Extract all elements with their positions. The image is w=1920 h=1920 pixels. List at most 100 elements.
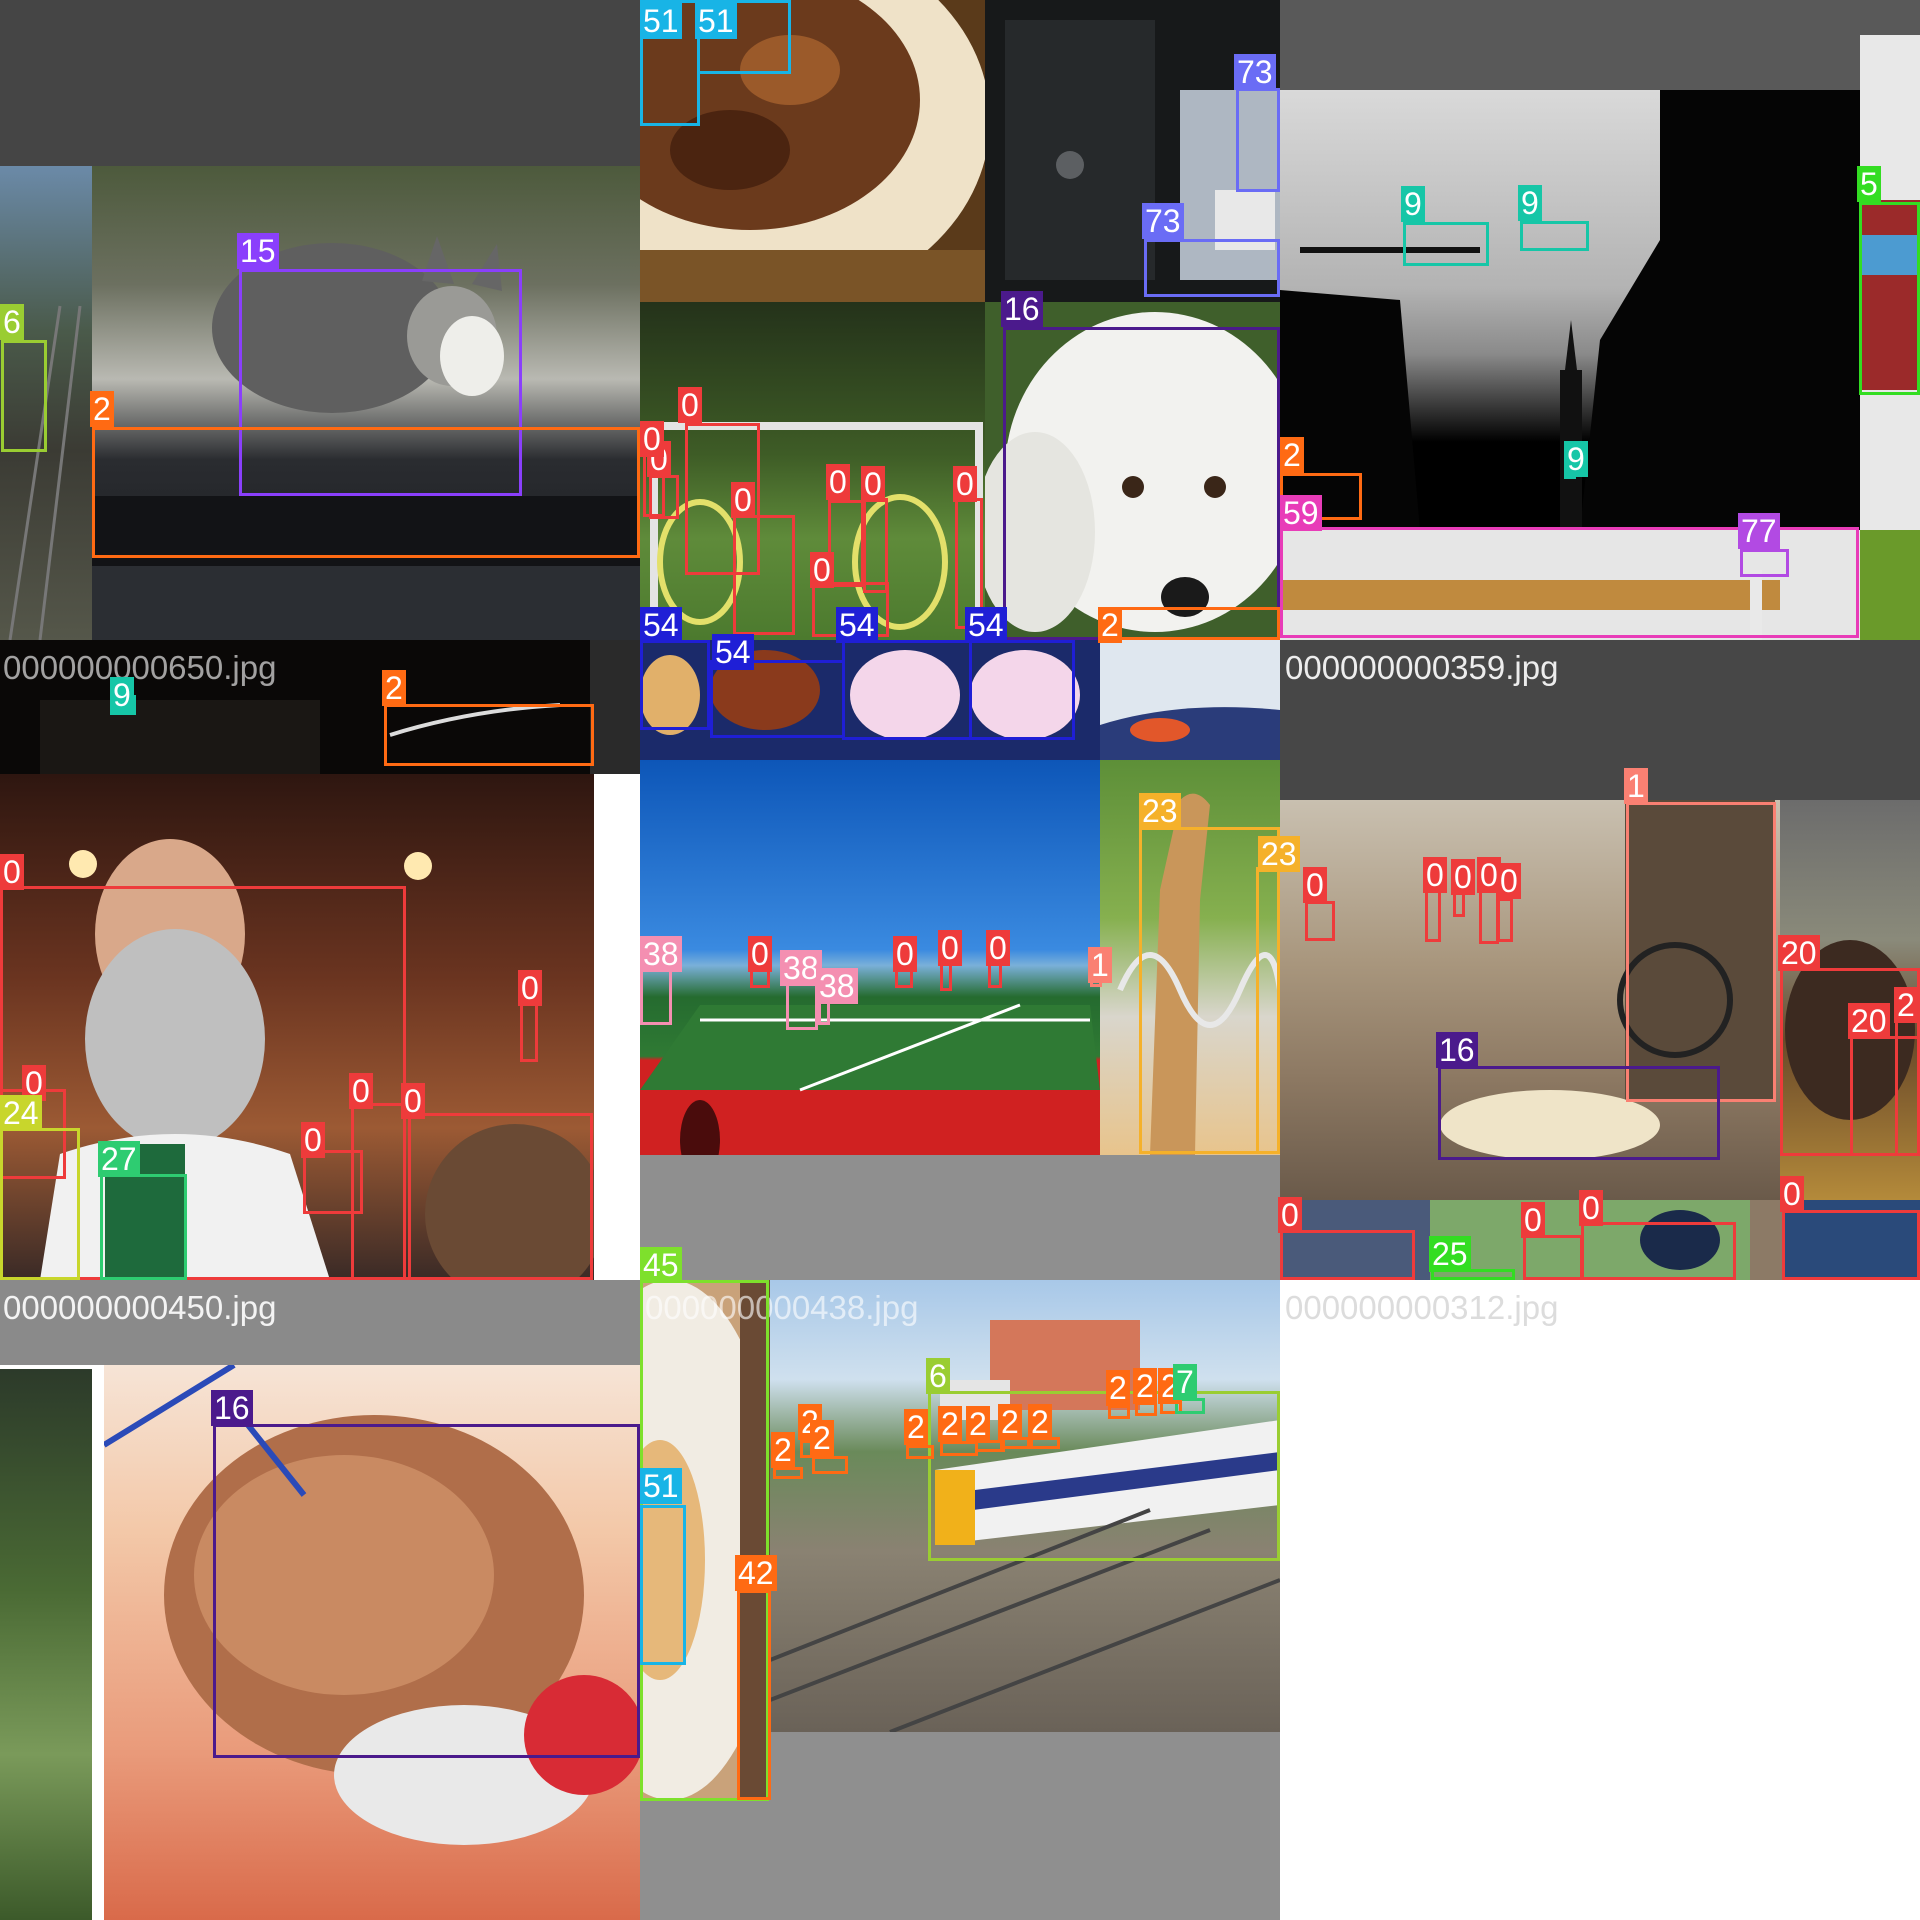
detection-label: 7 [1173, 1364, 1197, 1400]
detection-label: 51 [640, 1468, 682, 1504]
railway-strip-image [0, 166, 92, 640]
detection-label: 0 [1521, 1202, 1545, 1238]
detection-label: 0 [1423, 857, 1447, 893]
detection-box [1523, 1235, 1583, 1280]
detection-label: 0 [826, 464, 850, 500]
detection-box [1431, 1269, 1515, 1280]
detection-label: 0 [861, 466, 885, 502]
filename-caption: 000000000650.jpg [3, 649, 277, 686]
detection-label: 51 [695, 3, 737, 39]
detection-label: 0 [1303, 867, 1327, 903]
detection-box [1305, 901, 1335, 941]
detection-label: 5 [1857, 166, 1881, 202]
detection-label: 23 [1258, 836, 1300, 872]
detection-label: 9 [1564, 441, 1588, 477]
detection-label: 23 [1139, 793, 1181, 829]
detection-label: 0 [1477, 857, 1501, 893]
detection-box [1425, 890, 1441, 942]
detection-box [1581, 1222, 1736, 1280]
detection-box [1782, 1210, 1920, 1280]
detection-box [1098, 607, 1280, 640]
detection-label: 0 [1780, 1176, 1804, 1212]
detection-label: 0 [22, 1065, 46, 1101]
detection-label: 1 [1088, 947, 1112, 983]
detection-label: 2 [810, 1420, 834, 1456]
detection-label: 2 [1894, 987, 1918, 1023]
tile-dog-street [1280, 640, 1920, 1280]
detection-box [710, 660, 845, 738]
detection-label: 38 [780, 950, 822, 986]
detection-box [213, 1424, 640, 1758]
detection-box [1497, 898, 1513, 942]
detection-label: 2 [998, 1404, 1022, 1440]
detection-label: 9 [1401, 186, 1425, 222]
detection-label: 73 [1142, 203, 1184, 239]
detection-box [640, 1505, 686, 1665]
detection-label: 0 [953, 466, 977, 502]
detection-label: 0 [986, 930, 1010, 966]
detection-label: 16 [1001, 291, 1043, 327]
detection-label: 38 [816, 968, 858, 1004]
detection-label: 2 [1098, 607, 1122, 643]
detection-label: 2 [90, 391, 114, 427]
detection-box [1479, 889, 1499, 944]
detection-box [1280, 527, 1859, 638]
detection-box [1108, 1405, 1130, 1419]
gray-padding [0, 0, 640, 166]
night-car-strip [0, 640, 640, 774]
detection-box [1144, 239, 1280, 297]
bowl-photo [640, 1280, 770, 1800]
bus-strip-photo [1860, 35, 1920, 530]
detection-box [1003, 327, 1280, 640]
detection-label: 2 [382, 670, 406, 706]
cat-photo [92, 166, 640, 640]
detection-box [842, 640, 972, 740]
detection-box [384, 704, 594, 766]
detection-box [828, 500, 864, 587]
detection-label: 2 [938, 1406, 962, 1442]
detection-label: 2 [771, 1432, 795, 1468]
detection-box [940, 1441, 978, 1456]
foliage-strip [0, 1365, 96, 1920]
detection-label: 9 [110, 677, 134, 713]
detection-label: 0 [731, 482, 755, 518]
detection-label: 0 [349, 1073, 373, 1109]
detection-box [906, 1445, 934, 1459]
detection-box [1740, 549, 1789, 577]
detection-label: 0 [678, 387, 702, 423]
detection-box [640, 640, 710, 730]
tile-poodle-basket [0, 1280, 640, 1920]
detection-label: 6 [926, 1358, 950, 1394]
detection-box [100, 1174, 187, 1280]
detection-label: 25 [1429, 1236, 1471, 1272]
detection-label: 54 [836, 607, 878, 643]
filename-caption: 000000000438.jpg [645, 1289, 919, 1326]
detection-label: 0 [518, 970, 542, 1006]
detection-box [1, 340, 47, 452]
detection-label: 0 [893, 936, 917, 972]
detection-label: 2 [1028, 1404, 1052, 1440]
detection-label: 45 [640, 1247, 682, 1283]
tile-empty [1280, 1280, 1920, 1920]
poodle-photo [104, 1365, 640, 1920]
detection-label: 73 [1234, 54, 1276, 90]
detection-box [239, 269, 522, 496]
detection-label: 54 [712, 634, 754, 670]
detection-label: 2 [966, 1406, 990, 1442]
detection-box [1895, 1020, 1920, 1156]
detection-label: 2 [904, 1409, 928, 1445]
detection-label: 1 [1624, 768, 1648, 804]
detection-box [92, 427, 640, 558]
detection-box [928, 1391, 1280, 1561]
detection-label: 2 [1280, 437, 1304, 473]
gray-padding [1280, 640, 1920, 800]
detection-box [0, 1128, 80, 1280]
detection-box [1280, 1230, 1415, 1280]
grass-strip [1860, 530, 1920, 640]
filename-caption: 000000000359.jpg [1285, 649, 1559, 686]
detection-label: 0 [301, 1122, 325, 1158]
detection-box [1626, 802, 1776, 1102]
detection-box [1438, 1066, 1720, 1160]
detection-label: 24 [0, 1095, 42, 1131]
